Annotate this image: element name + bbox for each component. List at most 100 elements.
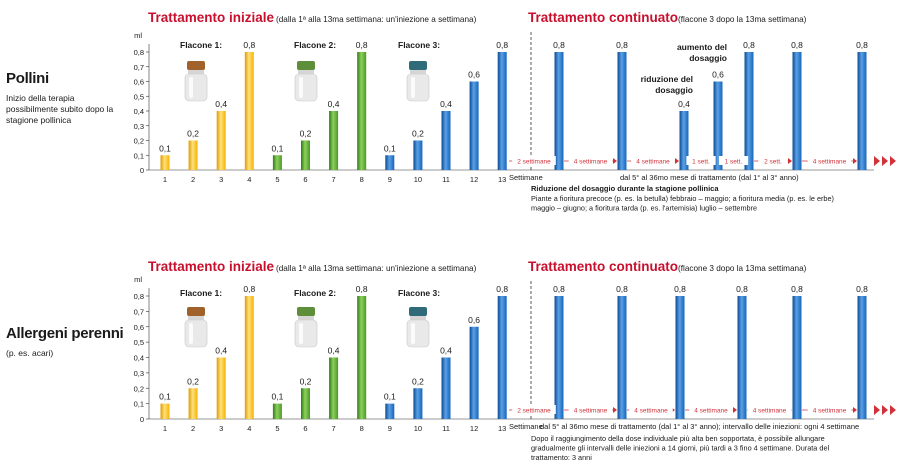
footnote-line: Dopo il raggiungimento della dose indivi… [531, 434, 825, 443]
x-tick-label: 1 [163, 424, 167, 433]
bar [618, 52, 627, 170]
bar [470, 82, 479, 171]
bar-data-label: 0,8 [616, 284, 628, 294]
x-tick-label: 5 [275, 175, 279, 184]
y-tick-label: 0,4 [134, 354, 144, 363]
interval-label: 2 settimane [517, 159, 551, 166]
vial-shine [411, 77, 415, 98]
y-tick-label: 0,1 [134, 151, 144, 160]
continuation-arrow [882, 405, 888, 415]
bar [738, 296, 747, 419]
footnote-line: gradualmente gli intervalli delle iniezi… [531, 444, 830, 453]
bar-data-label: 0,1 [271, 392, 283, 402]
bar-data-label: 0,1 [271, 143, 283, 153]
vial-neck [188, 70, 204, 74]
x-tick-label: 11 [442, 175, 450, 184]
footnote-line: Piante a fioritura precoce (p. es. la be… [531, 194, 834, 203]
bar-data-label: 0,1 [159, 392, 171, 402]
y-tick-label: 0 [140, 166, 144, 175]
y-tick-label: 0,8 [134, 292, 144, 301]
initial-subtitle: (dalla 1ª alla 13ma settimana: un'iniezi… [276, 15, 477, 24]
y-axis-unit: ml [134, 31, 142, 40]
x-tick-label: 3 [219, 175, 223, 184]
vial-shine [411, 323, 415, 344]
x-tick-label: 2 [191, 175, 195, 184]
initial-title: Trattamento iniziale [148, 10, 275, 25]
bar-data-label: 0,8 [616, 40, 628, 50]
bar [217, 358, 226, 420]
x-tick-label: 6 [303, 175, 307, 184]
bar-data-label: 0,8 [736, 284, 748, 294]
x-tick-label: 7 [332, 175, 336, 184]
x-tick-label: 7 [332, 424, 336, 433]
vial-icon [185, 307, 207, 347]
vial-body [185, 320, 207, 347]
annotation-increase: aumento del [677, 42, 727, 52]
axis-note-right: dal 5° al 36mo mese di trattamento (dal … [540, 422, 859, 431]
interval-label: 4 settimane [574, 159, 608, 166]
x-tick-label: 2 [191, 424, 195, 433]
bar-data-label: 0,4 [328, 346, 340, 356]
vial-label: Flacone 1: [180, 288, 222, 298]
axis-note-left: Settimane [509, 422, 543, 431]
bar [357, 296, 366, 419]
interval-arrowhead [675, 158, 679, 164]
vial-body [407, 74, 429, 101]
continuation-arrow [890, 405, 896, 415]
bar [498, 296, 507, 419]
bar-data-label: 0,2 [412, 129, 424, 139]
bar [442, 358, 451, 420]
vial-shine [189, 323, 193, 344]
initial-title: Trattamento iniziale [148, 259, 275, 274]
interval-label: 4 settimane [636, 159, 670, 166]
vial-label: Flacone 1: [180, 40, 222, 50]
bar-data-label: 0,2 [300, 376, 312, 386]
bar-data-label: 0,8 [496, 40, 508, 50]
x-tick-label: 10 [414, 424, 422, 433]
bar-data-label: 0,8 [496, 284, 508, 294]
axis-note-left: Settimane [509, 173, 543, 182]
bar-data-label: 0,8 [356, 284, 368, 294]
annotation-reduction: dosaggio [655, 85, 693, 95]
interval-label: 4 settimane [753, 408, 787, 415]
bar [555, 52, 564, 170]
vial-body [407, 320, 429, 347]
bar [793, 52, 802, 170]
bar-data-label: 0,8 [356, 40, 368, 50]
y-tick-label: 0,3 [134, 369, 144, 378]
bar [301, 388, 310, 419]
axis-note-right: dal 5° al 36mo mese di trattamento (dal … [620, 173, 799, 182]
y-tick-label: 0,2 [134, 384, 144, 393]
continuation-arrow [890, 156, 896, 166]
continued-title: Trattamento continuato [528, 259, 678, 274]
bar-data-label: 0,8 [791, 40, 803, 50]
bar [793, 296, 802, 419]
interval-arrowhead [613, 158, 617, 164]
vial-cap [297, 307, 315, 316]
vial-neck [410, 70, 426, 74]
interval-label: 2 settimane [517, 408, 551, 415]
bar-data-label: 0,6 [712, 70, 724, 80]
panel-allergeni-perenni: Allergeni perenni (p. es. acari) Trattam… [0, 233, 898, 466]
interval-arrowhead [853, 407, 857, 413]
bar [470, 327, 479, 419]
vial-cap [409, 307, 427, 316]
bar [676, 296, 685, 419]
chart-pollini: Trattamento iniziale (dalla 1ª alla 13ma … [0, 0, 898, 233]
interval-label: 1 sett. [725, 159, 743, 166]
interval-label: 4 settimane [813, 408, 847, 415]
y-tick-label: 0,4 [134, 107, 144, 116]
bar-data-label: 0,4 [440, 346, 452, 356]
x-tick-label: 4 [247, 424, 251, 433]
continued-subtitle: (flacone 3 dopo la 13ma settimana) [678, 264, 807, 273]
y-axis-unit: ml [134, 275, 142, 284]
vial-neck [410, 316, 426, 320]
bar [385, 155, 394, 170]
bar-data-label: 0,1 [384, 143, 396, 153]
vial-label: Flacone 2: [294, 40, 336, 50]
annotation-reduction: riduzione del [641, 74, 693, 84]
bar [555, 296, 564, 419]
vial-label: Flacone 3: [398, 40, 440, 50]
interval-arrowhead [733, 407, 737, 413]
vial-icon [185, 61, 207, 101]
